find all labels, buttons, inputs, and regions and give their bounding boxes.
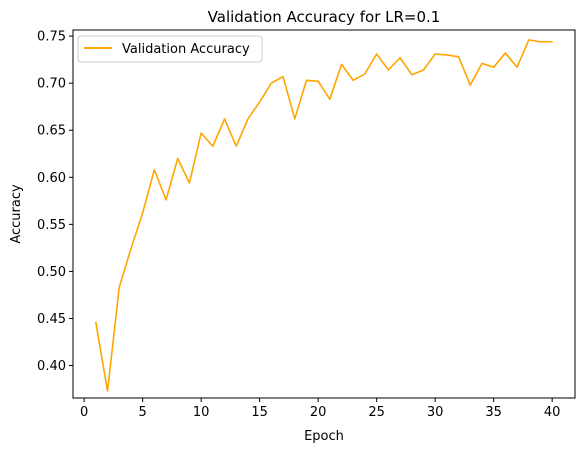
x-tick-label: 30 bbox=[427, 405, 444, 420]
x-tick-label: 5 bbox=[138, 405, 146, 420]
axes-frame bbox=[72, 29, 576, 399]
x-tick-label: 10 bbox=[193, 405, 210, 420]
y-tick-label: 0.65 bbox=[37, 124, 66, 139]
x-axis-title: Epoch bbox=[304, 429, 344, 444]
y-tick-label: 0.55 bbox=[37, 218, 66, 233]
y-tick-label: 0.40 bbox=[37, 359, 66, 374]
y-tick-label: 0.75 bbox=[37, 30, 66, 45]
y-axis-title: Accuracy bbox=[9, 184, 24, 244]
x-tick-label: 40 bbox=[544, 405, 561, 420]
y-tick-label: 0.50 bbox=[37, 265, 66, 280]
x-tick-label: 0 bbox=[80, 405, 88, 420]
y-tick-label: 0.45 bbox=[37, 312, 66, 327]
legend-label: Validation Accuracy bbox=[122, 42, 250, 57]
y-tick-label: 0.60 bbox=[37, 171, 66, 186]
plot-area bbox=[95, 39, 553, 392]
series-line-validation-accuracy bbox=[95, 39, 553, 392]
chart-title: Validation Accuracy for LR=0.1 bbox=[208, 8, 441, 26]
x-tick-label: 20 bbox=[310, 405, 327, 420]
x-tick-label: 25 bbox=[368, 405, 385, 420]
x-tick-label: 15 bbox=[251, 405, 268, 420]
x-tick-label: 35 bbox=[485, 405, 502, 420]
legend: Validation Accuracy bbox=[77, 35, 263, 63]
y-tick-label: 0.70 bbox=[37, 77, 66, 92]
legend-box bbox=[77, 35, 263, 63]
